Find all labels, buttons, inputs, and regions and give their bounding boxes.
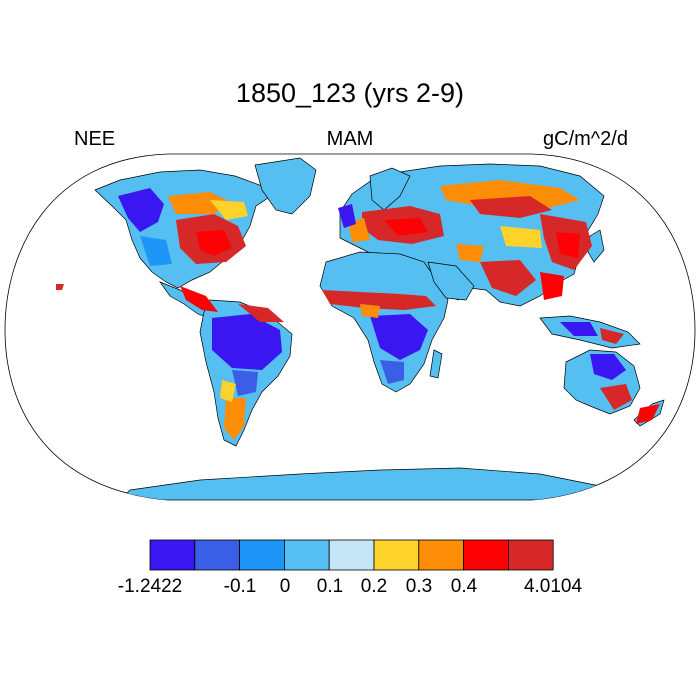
colorbar-tick-label: 0.4	[450, 576, 478, 597]
colorbar-swatch-3	[239, 539, 285, 571]
colorbar-swatch-8	[463, 539, 509, 571]
colorbar	[149, 539, 554, 571]
flux-patches	[118, 180, 660, 440]
land-arabia	[427, 261, 475, 301]
colorbar-swatch-2	[194, 539, 241, 571]
map-title: 1850_123 (yrs 2-9)	[235, 78, 465, 108]
land-scandinavia	[369, 167, 411, 211]
colorbar-tick-label: 0	[279, 576, 291, 597]
colorbar-tick-label: 4.0104	[523, 576, 583, 597]
colorbar-swatch-4	[283, 539, 330, 571]
colorbar-tick-label: -0.1	[223, 576, 257, 597]
season-label: MAM	[326, 128, 374, 150]
land-hawaii	[56, 284, 64, 290]
variable-label: NEE	[74, 128, 116, 150]
colorbar-swatch-9	[507, 539, 554, 571]
land-greenland	[254, 157, 317, 215]
units-label: gC/m^2/d	[543, 128, 628, 150]
colorbar-swatch-6	[373, 539, 420, 571]
land-antarctica	[119, 467, 622, 500]
colorbar-tick-label: 0.2	[360, 576, 388, 597]
land-madagascar	[429, 349, 443, 379]
colorbar-tick-label: 0.3	[405, 576, 433, 597]
colorbar-swatch-7	[418, 539, 464, 571]
colorbar-tick-label: 0.1	[316, 576, 344, 597]
colorbar-tick-label: -1.2422	[117, 576, 183, 597]
colorbar-swatch-1	[149, 539, 196, 571]
colorbar-swatch-5	[328, 539, 375, 571]
